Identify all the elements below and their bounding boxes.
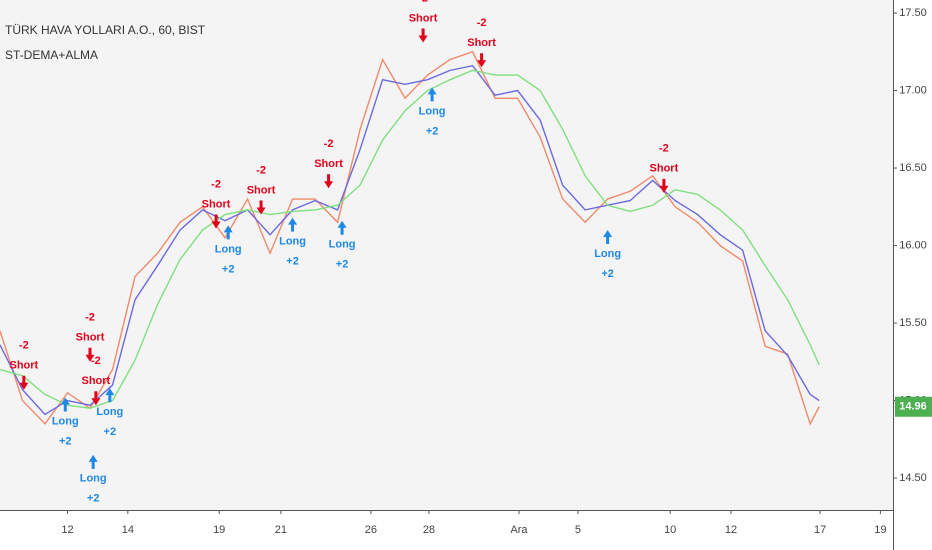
signal-label: Short (409, 12, 438, 24)
short-arrow (256, 200, 266, 215)
y-tick-label: 17.00 (899, 84, 927, 96)
long-arrow (60, 397, 70, 412)
y-tick-label: 15.50 (899, 317, 927, 329)
x-tick-label: 26 (365, 524, 377, 536)
signal-label: Short (76, 332, 105, 344)
x-tick-label: 19 (213, 524, 225, 536)
y-tick-label: 16.00 (899, 239, 927, 251)
short-arrow (85, 347, 95, 362)
signal-label: Long (329, 239, 356, 251)
x-tick-label: 12 (61, 524, 73, 536)
last-price-label: 14.96 (899, 401, 927, 413)
last-price-box (895, 396, 932, 417)
signal-label: Long (215, 243, 242, 255)
short-arrow (19, 375, 29, 390)
x-tick-label: Ara (510, 524, 528, 536)
y-tick-label: 14.50 (899, 472, 927, 484)
signal-qty: -2 (19, 340, 29, 352)
signal-label: Short (82, 375, 111, 387)
long-arrow (288, 217, 298, 232)
signal-label: Short (202, 198, 231, 210)
x-tick-label: 17 (814, 524, 826, 536)
x-tick-label: 5 (575, 524, 581, 536)
long-arrow (223, 225, 233, 240)
x-tick-label: 12 (725, 524, 737, 536)
long-arrow (337, 220, 347, 235)
signal-qty: +2 (87, 493, 100, 505)
signal-qty: -2 (85, 312, 95, 324)
chart-title: TÜRK HAVA YOLLARI A.O., 60, BIST (5, 23, 206, 37)
signal-label: Long (419, 105, 446, 117)
signal-label: Short (9, 360, 38, 372)
y-tick-label: 16.50 (899, 162, 927, 174)
signal-label: Long (594, 248, 621, 260)
signal-qty: +2 (286, 256, 299, 268)
signal-qty: -2 (659, 143, 669, 155)
signal-qty: -2 (256, 164, 266, 176)
series-line (0, 50, 820, 426)
signal-qty: +2 (426, 125, 439, 137)
series-line (0, 64, 820, 416)
indicator-label: ST-DEMA+ALMA (5, 48, 98, 62)
x-tick-label: 14 (122, 524, 134, 536)
long-arrow (603, 230, 613, 245)
signal-qty: +2 (336, 259, 349, 271)
short-arrow (418, 28, 428, 43)
signal-qty: +2 (104, 426, 117, 438)
signal-label: Short (314, 158, 343, 170)
short-arrow (659, 178, 669, 193)
signal-qty: -2 (91, 355, 101, 367)
x-tick-label: 21 (275, 524, 287, 536)
short-arrow (211, 214, 221, 229)
signal-label: Long (52, 415, 79, 427)
signal-label: Short (467, 37, 496, 49)
signal-qty: -2 (324, 138, 334, 150)
long-arrow (427, 87, 437, 102)
signal-qty: -2 (211, 178, 221, 190)
signal-qty: +2 (222, 263, 235, 275)
signal-label: Short (650, 163, 679, 175)
x-tick-label: 10 (664, 524, 676, 536)
x-tick-label: 28 (423, 524, 435, 536)
signal-qty: +2 (601, 268, 614, 280)
y-tick-label: 17.50 (899, 7, 927, 19)
long-arrow (105, 388, 115, 403)
signal-label: Long (80, 473, 107, 485)
long-arrow (88, 454, 98, 469)
signal-qty: +2 (59, 435, 72, 447)
short-arrow (91, 391, 101, 406)
short-arrow (477, 53, 487, 68)
signal-qty: -2 (477, 17, 487, 29)
series-line (0, 69, 820, 410)
signal-qty: -2 (418, 0, 428, 4)
short-arrow (324, 174, 334, 189)
signal-label: Long (96, 406, 123, 418)
signal-label: Short (247, 184, 276, 196)
signal-label: Long (279, 236, 306, 248)
x-tick-label: 19 (874, 524, 886, 536)
